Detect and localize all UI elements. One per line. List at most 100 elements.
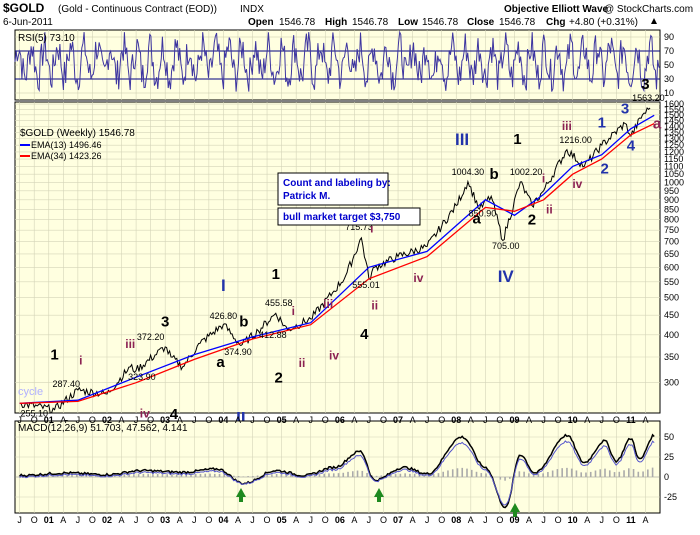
wave-label: 1 — [513, 131, 521, 148]
x-tick-label: O — [147, 415, 154, 425]
x-tick-label: A — [119, 515, 125, 525]
wave-label: iv — [572, 177, 582, 191]
macd-hist-bar — [357, 471, 359, 477]
x-tick-label: J — [192, 415, 197, 425]
macd-hist-bar — [642, 471, 644, 477]
x-tick-label: J — [425, 415, 430, 425]
date-label: 6-Jun-2011 — [3, 17, 53, 28]
x-tick-label: O — [613, 515, 620, 525]
wave-label: 3 — [621, 101, 629, 118]
rsi-label: RSI(5) 73.10 — [18, 33, 75, 44]
x-tick-label: O — [438, 515, 445, 525]
price-panel-bg — [15, 102, 660, 413]
x-tick-label: J — [134, 515, 139, 525]
x-tick-label: O — [613, 415, 620, 425]
wave-label: 2 — [528, 212, 536, 229]
x-tick-label: O — [380, 515, 387, 525]
macd-hist-bar — [438, 473, 440, 477]
macd-hist-bar — [433, 474, 435, 477]
x-tick-label: J — [308, 515, 313, 525]
macd-hist-bar — [595, 471, 597, 477]
macd-hist-bar — [276, 474, 278, 477]
x-tick-label: A — [410, 415, 416, 425]
wave-label: IV — [498, 267, 515, 286]
macd-hist-bar — [652, 468, 654, 477]
macd-hist-bar — [476, 472, 478, 477]
macd-hist-bar — [471, 470, 473, 477]
x-tick-label: J — [250, 415, 255, 425]
open-value: 1546.78 — [279, 17, 316, 28]
macd-hist-bar — [171, 474, 173, 477]
wave-label: 3 — [161, 314, 169, 331]
x-tick-label: J — [76, 515, 81, 525]
close-value: 1546.78 — [499, 17, 536, 28]
x-tick-label: J — [250, 515, 255, 525]
macd-hist-bar — [147, 474, 149, 477]
x-tick-label: J — [600, 515, 605, 525]
wave-label: 4 — [627, 138, 636, 155]
x-tick-label: A — [235, 515, 241, 525]
price-annotation: 412.88 — [259, 330, 287, 340]
symbol-label: $GOLD — [3, 1, 45, 15]
wave-label: I — [221, 276, 226, 295]
wave-label: iv — [413, 271, 423, 285]
macd-hist-bar — [461, 468, 463, 477]
macd-hist-bar — [566, 468, 568, 477]
macd-hist-bar — [209, 474, 211, 477]
x-tick-label: A — [526, 515, 532, 525]
wave-label: III — [455, 130, 469, 149]
macd-hist-bar — [347, 472, 349, 477]
macd-hist-bar — [223, 474, 225, 477]
ema13-label: EMA(13) 1496.46 — [31, 140, 102, 150]
wave-label: 2 — [275, 370, 283, 387]
macd-hist-bar — [485, 473, 487, 477]
macd-tick-label: -25 — [664, 492, 677, 502]
x-tick-label: A — [119, 415, 125, 425]
macd-hist-bar — [457, 468, 459, 477]
price-tick-label: 800 — [664, 214, 679, 224]
x-tick-label: O — [438, 415, 445, 425]
x-tick-label: J — [541, 515, 546, 525]
price-tick-label: 400 — [664, 330, 679, 340]
macd-hist-bar — [480, 473, 482, 477]
x-tick-label: 04 — [218, 515, 228, 525]
macd-hist-bar — [176, 474, 178, 477]
close-label: Close — [467, 17, 495, 28]
macd-hist-bar — [233, 476, 235, 477]
macd-hist-bar — [328, 473, 330, 477]
macd-hist-bar — [557, 469, 559, 477]
price-annotation: 1563.20 — [632, 93, 665, 103]
macd-hist-bar — [366, 473, 368, 477]
macd-hist-bar — [504, 477, 506, 481]
wave-label: iv — [329, 348, 339, 362]
price-annotation: 372.20 — [137, 332, 165, 342]
x-tick-label: 05 — [277, 415, 287, 425]
x-tick-label: O — [205, 415, 212, 425]
x-tick-label: O — [205, 515, 212, 525]
macd-hist-bar — [628, 468, 630, 477]
macd-tick-label: 50 — [664, 432, 674, 442]
macd-hist-bar — [195, 474, 197, 477]
x-tick-label: A — [526, 415, 532, 425]
macd-hist-bar — [561, 468, 563, 477]
macd-hist-bar — [509, 477, 511, 479]
macd-hist-bar — [414, 474, 416, 477]
x-tick-label: 08 — [451, 515, 461, 525]
x-tick-label: 08 — [451, 415, 461, 425]
macd-tick-label: 25 — [664, 452, 674, 462]
macd-hist-bar — [633, 469, 635, 477]
macd-hist-bar — [647, 469, 649, 477]
x-tick-label: 10 — [568, 515, 578, 525]
triangle-up-icon — [651, 18, 657, 24]
price-annotation: 1216.00 — [559, 135, 592, 145]
x-tick-label: A — [293, 515, 299, 525]
macd-hist-bar — [618, 472, 620, 477]
x-tick-label: 01 — [44, 415, 54, 425]
rsi-tick-label: 30 — [664, 74, 674, 84]
x-tick-label: O — [31, 515, 38, 525]
x-tick-label: O — [555, 515, 562, 525]
price-annotation: 287.40 — [52, 379, 80, 389]
x-tick-label: A — [177, 415, 183, 425]
